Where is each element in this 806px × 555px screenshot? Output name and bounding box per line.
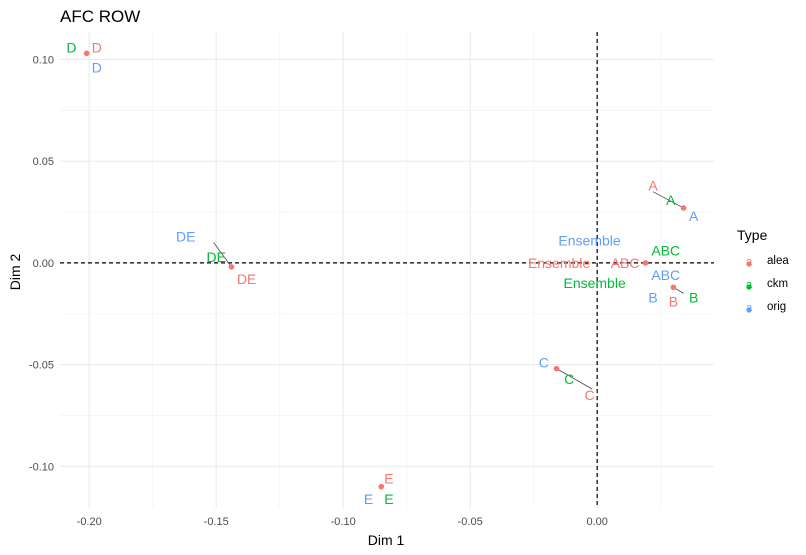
x-tick-label: -0.10 xyxy=(331,516,356,528)
point-label: B xyxy=(689,289,698,305)
y-tick-label: 0.00 xyxy=(33,258,54,270)
legend-key-dot xyxy=(746,307,752,313)
point-label: Ensemble xyxy=(563,275,625,291)
point-label: DE xyxy=(206,249,225,265)
point-label: DE xyxy=(176,228,195,244)
point-label: A xyxy=(648,178,658,194)
point-label: E xyxy=(384,491,393,507)
y-tick-label: 0.05 xyxy=(33,156,54,168)
axis-ticks: -0.20 -0.15 -0.10 -0.05 0.00 -0.10 -0.05 0.00 0.… xyxy=(29,54,608,528)
point-label: A xyxy=(666,192,676,208)
point-label: C xyxy=(584,387,594,403)
data-point xyxy=(642,260,649,266)
point-label: E xyxy=(384,471,393,487)
legend-title: Type xyxy=(737,227,768,243)
point-label: C xyxy=(539,355,549,371)
data-point xyxy=(378,483,385,490)
data-point xyxy=(680,205,687,211)
label-connector xyxy=(556,368,593,390)
point-label: ABC xyxy=(651,267,680,283)
point-label: D xyxy=(66,39,76,55)
x-tick-label: -0.20 xyxy=(77,516,102,528)
chart-title: AFC ROW xyxy=(60,7,140,26)
point-label: DE xyxy=(237,271,256,287)
point-label: D xyxy=(92,60,102,76)
point-label: ABC xyxy=(651,243,680,259)
legend-label: orig xyxy=(767,301,786,313)
point-label: C xyxy=(564,371,574,387)
point-label: A xyxy=(689,208,699,224)
label-connector xyxy=(213,242,232,268)
point-label: B xyxy=(648,289,657,305)
y-tick-label: -0.05 xyxy=(29,360,54,372)
legend-entry-orig: aorig xyxy=(746,301,786,314)
point-labels: DDDDEDEDEAAAEnsembleEnsembleEnsembleABCA… xyxy=(66,39,699,507)
point-label: E xyxy=(364,491,373,507)
y-tick-label: -0.10 xyxy=(29,461,54,473)
points xyxy=(83,50,687,490)
reference-lines xyxy=(60,32,714,508)
legend-label: ckm xyxy=(767,278,788,290)
label-connector xyxy=(652,191,684,209)
connectors xyxy=(213,191,684,390)
legend-key-dot xyxy=(746,284,752,290)
x-tick-label: -0.15 xyxy=(204,516,229,528)
x-tick-label: 0.00 xyxy=(586,516,607,528)
x-tick-label: -0.05 xyxy=(458,516,483,528)
data-point xyxy=(228,264,235,270)
legend-key-dot xyxy=(746,261,752,267)
data-point xyxy=(83,50,90,57)
point-label: D xyxy=(92,39,102,55)
point-label: ABC xyxy=(611,255,640,271)
y-axis-title: Dim 2 xyxy=(7,254,23,291)
data-point xyxy=(670,284,677,291)
legend-entry-alea: aalea xyxy=(746,255,789,268)
x-axis-title: Dim 1 xyxy=(368,532,405,548)
y-tick-label: 0.10 xyxy=(33,54,54,66)
data-point xyxy=(553,365,560,372)
point-label: Ensemble xyxy=(558,233,620,249)
point-label: Ensemble xyxy=(528,255,590,271)
point-label: B xyxy=(669,294,678,310)
legend-label: alea xyxy=(767,255,789,267)
